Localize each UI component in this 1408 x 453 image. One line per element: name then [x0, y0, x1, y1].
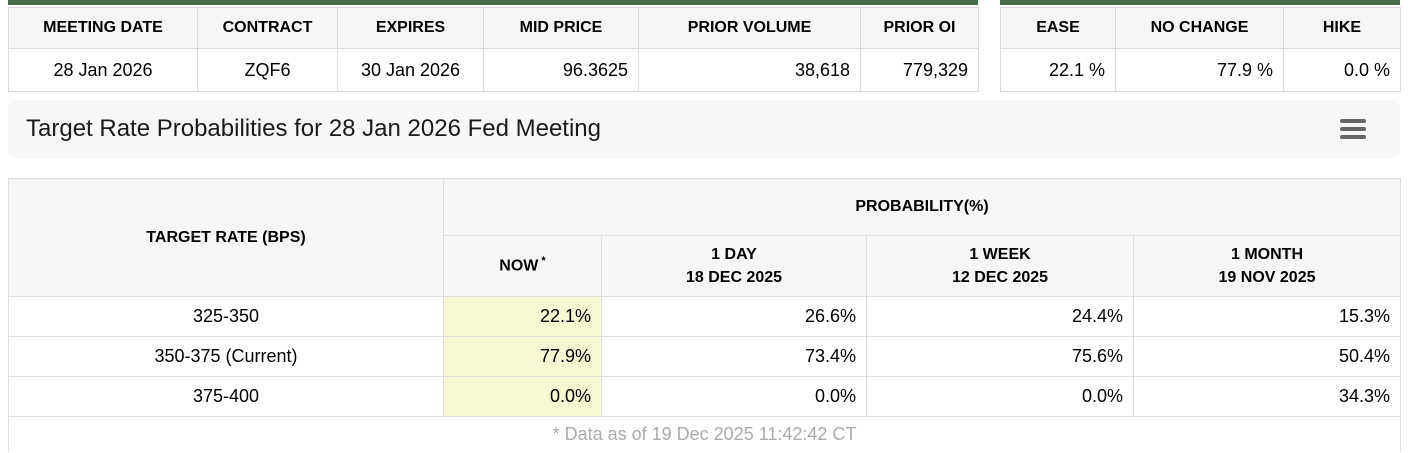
- now-value: 77.9%: [443, 336, 602, 377]
- col-no-change: NO CHANGE: [1115, 7, 1284, 49]
- prior-oi-value: 779,329: [860, 48, 979, 92]
- meeting-date-value: 28 Jan 2026: [8, 48, 198, 92]
- contract-table: MEETING DATE CONTRACT EXPIRES MID PRICE …: [8, 7, 979, 92]
- col-expires: EXPIRES: [337, 7, 484, 49]
- one-week-value: 24.4%: [866, 296, 1134, 337]
- now-asterisk: *: [541, 255, 546, 268]
- contract-value: ZQF6: [197, 48, 338, 92]
- green-accent-bar: [8, 0, 978, 5]
- col-hike: HIKE: [1283, 7, 1401, 49]
- one-month-value: 15.3%: [1132, 296, 1402, 337]
- action-table-wrap: EASE NO CHANGE HIKE 22.1 % 77.9 % 0.0 %: [1000, 0, 1401, 92]
- green-accent-bar: [1000, 0, 1400, 5]
- table-row: 325-350 22.1% 26.6% 24.4% 15.3%: [8, 296, 1402, 337]
- col-prior-volume: PRIOR VOLUME: [638, 7, 861, 49]
- probability-header: PROBABILITY(%): [442, 178, 1402, 236]
- col-1-week: 1 WEEK 12 DEC 2025: [866, 235, 1134, 297]
- no-change-value: 77.9 %: [1115, 48, 1284, 92]
- ease-value: 22.1 %: [1000, 48, 1116, 92]
- target-rate-value: 325-350: [8, 296, 444, 337]
- now-value: 0.0%: [443, 376, 602, 417]
- contracts-section: MEETING DATE CONTRACT EXPIRES MID PRICE …: [0, 0, 1408, 92]
- contract-table-wrap: MEETING DATE CONTRACT EXPIRES MID PRICE …: [8, 0, 979, 92]
- one-week-value: 0.0%: [866, 376, 1134, 417]
- mid-price-value: 96.3625: [483, 48, 639, 92]
- col-prior-oi: PRIOR OI: [860, 7, 979, 49]
- target-rate-value: 375-400: [8, 376, 444, 417]
- col-ease: EASE: [1000, 7, 1116, 49]
- one-month-value: 50.4%: [1132, 336, 1402, 377]
- page-title: Target Rate Probabilities for 28 Jan 202…: [26, 115, 602, 142]
- contract-table-row: 28 Jan 2026 ZQF6 30 Jan 2026 96.3625 38,…: [8, 48, 979, 92]
- col-1-month: 1 MONTH 19 NOV 2025: [1132, 235, 1402, 297]
- probability-table-wrap: TARGET RATE (BPS) PROBABILITY(%) NOW * 1 …: [7, 178, 1402, 452]
- action-table: EASE NO CHANGE HIKE 22.1 % 77.9 % 0.0 %: [1000, 7, 1401, 92]
- col-contract: CONTRACT: [197, 7, 338, 49]
- probability-subheader-row: NOW * 1 DAY 18 DEC 2025 1 WEEK 12 DEC 202…: [9, 235, 1402, 297]
- probability-header-row: TARGET RATE (BPS) PROBABILITY(%): [8, 178, 1402, 297]
- now-value: 22.1%: [443, 296, 602, 337]
- one-day-value: 0.0%: [601, 376, 867, 417]
- target-rate-value: 350-375 (Current): [8, 336, 444, 377]
- col-mid-price: MID PRICE: [483, 7, 639, 49]
- one-day-value: 73.4%: [601, 336, 867, 377]
- table-row: 350-375 (Current) 77.9% 73.4% 75.6% 50.4…: [8, 336, 1402, 377]
- contract-table-header-row: MEETING DATE CONTRACT EXPIRES MID PRICE …: [8, 7, 979, 49]
- tables-gap: [978, 0, 1000, 92]
- col-meeting-date: MEETING DATE: [8, 7, 198, 49]
- target-rate-header: TARGET RATE (BPS): [8, 178, 444, 297]
- table-row: 375-400 0.0% 0.0% 0.0% 34.3%: [8, 376, 1402, 417]
- one-day-value: 26.6%: [601, 296, 867, 337]
- hike-value: 0.0 %: [1283, 48, 1401, 92]
- expires-value: 30 Jan 2026: [337, 48, 484, 92]
- one-month-value: 34.3%: [1132, 376, 1402, 417]
- prior-volume-value: 38,618: [638, 48, 861, 92]
- col-1-day: 1 DAY 18 DEC 2025: [601, 235, 867, 297]
- action-table-row: 22.1 % 77.9 % 0.0 %: [1000, 48, 1401, 92]
- data-as-of-footnote: * Data as of 19 Dec 2025 11:42:42 CT: [7, 416, 1402, 452]
- action-table-header-row: EASE NO CHANGE HIKE: [1000, 7, 1401, 49]
- col-now: NOW *: [443, 235, 602, 297]
- chart-title-bar: Target Rate Probabilities for 28 Jan 202…: [8, 100, 1400, 158]
- hamburger-icon[interactable]: [1340, 116, 1366, 142]
- one-week-value: 75.6%: [866, 336, 1134, 377]
- footnote-row: * Data as of 19 Dec 2025 11:42:42 CT: [7, 416, 1402, 452]
- probability-table: TARGET RATE (BPS) PROBABILITY(%) NOW * 1 …: [7, 178, 1402, 452]
